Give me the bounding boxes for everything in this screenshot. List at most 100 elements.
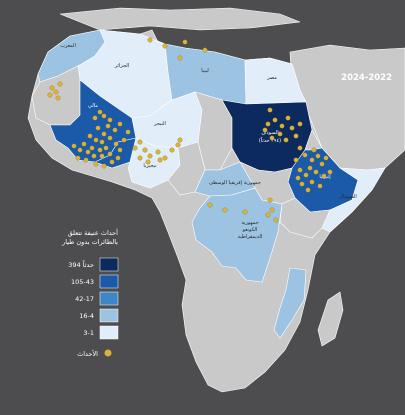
event-dot xyxy=(137,139,143,145)
label-nigeria: نيجيريا xyxy=(143,163,156,169)
event-dot xyxy=(307,165,313,171)
label-egypt: مصر xyxy=(266,75,277,81)
event-dot xyxy=(47,92,53,98)
event-dot xyxy=(117,147,123,153)
event-dot xyxy=(267,107,273,113)
event-dot xyxy=(99,153,105,159)
label-mali: مالي xyxy=(88,103,98,109)
legend-class-label: 105-43 xyxy=(71,278,94,286)
event-dot xyxy=(309,157,315,163)
event-dot xyxy=(177,137,183,143)
event-dot xyxy=(177,55,183,61)
legend-swatch xyxy=(99,291,119,306)
event-dot xyxy=(92,115,98,121)
event-dot xyxy=(95,125,101,131)
event-dot xyxy=(182,39,188,45)
label-drc-1: جمهورية xyxy=(241,220,258,226)
event-dot xyxy=(75,155,81,161)
event-dot xyxy=(85,149,91,155)
event-dot xyxy=(207,202,213,208)
event-dot xyxy=(269,135,275,141)
event-dot xyxy=(107,117,113,123)
country-drc xyxy=(191,187,283,283)
legend-classes: 394 حدثاً 105-43 42-17 16-4 3-1 xyxy=(68,257,119,340)
label-drc-3: الديمقراطية xyxy=(238,234,263,240)
event-dot xyxy=(99,139,105,145)
legend-title-2: بالطائرات بدون طيار xyxy=(61,238,118,246)
event-dot xyxy=(317,183,323,189)
event-dot xyxy=(101,163,107,169)
label-car: جمهورية إفريقيا الوسطى xyxy=(209,180,261,186)
period-title: 2024-2022 xyxy=(341,73,392,83)
country-cameroon xyxy=(167,141,206,196)
event-dot xyxy=(297,145,303,151)
event-dot xyxy=(145,159,151,165)
event-dot xyxy=(297,167,303,173)
legend-swatch xyxy=(99,274,119,289)
event-dot xyxy=(83,157,89,163)
event-dot xyxy=(125,129,131,135)
event-dot xyxy=(262,127,268,133)
legend-class-label: 42-17 xyxy=(75,295,94,303)
event-dot xyxy=(162,155,168,161)
legend: أحداث عنيفة تتعلق بالطائرات بدون طيار 39… xyxy=(61,228,119,358)
event-dot xyxy=(313,169,319,175)
event-dot xyxy=(132,145,138,151)
event-dot xyxy=(101,113,107,119)
event-dot xyxy=(311,147,317,153)
event-dot xyxy=(77,147,83,153)
event-dot xyxy=(105,123,111,129)
event-dot xyxy=(55,95,61,101)
event-dot xyxy=(319,161,325,167)
label-niger: النيجر xyxy=(153,121,166,127)
event-dot xyxy=(109,159,115,165)
event-dots xyxy=(47,37,333,223)
event-dot xyxy=(202,47,208,53)
event-dot xyxy=(321,173,327,179)
event-dot xyxy=(137,155,143,161)
legend-event-dot-icon xyxy=(104,349,112,357)
event-dot xyxy=(121,137,127,143)
event-dot xyxy=(87,133,93,139)
event-dot xyxy=(273,217,279,223)
europe-fragment xyxy=(59,7,301,31)
label-somalia: الصومال xyxy=(339,194,357,200)
event-dot xyxy=(157,157,163,163)
event-dot xyxy=(117,121,123,127)
event-dot xyxy=(289,125,295,131)
event-dot xyxy=(112,127,118,133)
event-dot xyxy=(283,137,289,143)
event-dot xyxy=(113,141,119,147)
madagascar xyxy=(317,291,344,347)
event-dot xyxy=(299,181,305,187)
event-dot xyxy=(57,81,63,87)
event-dot xyxy=(303,172,309,178)
event-dot xyxy=(97,109,103,115)
event-dot xyxy=(309,179,315,185)
event-dot xyxy=(265,121,271,127)
label-drc-2: الكونغو xyxy=(242,227,258,233)
event-dot xyxy=(267,197,273,203)
event-dot xyxy=(91,153,97,159)
label-sudan-count: (٣٩٤ حدثاً) xyxy=(259,136,281,144)
event-dot xyxy=(222,207,228,213)
event-dot xyxy=(103,145,109,151)
event-dot xyxy=(169,147,175,153)
legend-class-label: 16-4 xyxy=(79,312,94,320)
label-algeria: الجزائر xyxy=(114,63,129,69)
event-dot xyxy=(115,155,121,161)
event-dot xyxy=(81,141,87,147)
label-morocco: المغرب xyxy=(60,43,76,49)
event-dot xyxy=(49,85,55,91)
event-dot xyxy=(305,187,311,193)
event-dot xyxy=(101,131,107,137)
event-dot xyxy=(265,212,271,218)
event-dot xyxy=(147,37,153,43)
country-somalia xyxy=(321,167,386,233)
legend-class-label: 394 حدثاً xyxy=(68,260,94,269)
event-dot xyxy=(295,175,301,181)
event-dot xyxy=(93,161,99,167)
legend-events-label: الأحداث xyxy=(77,349,98,358)
